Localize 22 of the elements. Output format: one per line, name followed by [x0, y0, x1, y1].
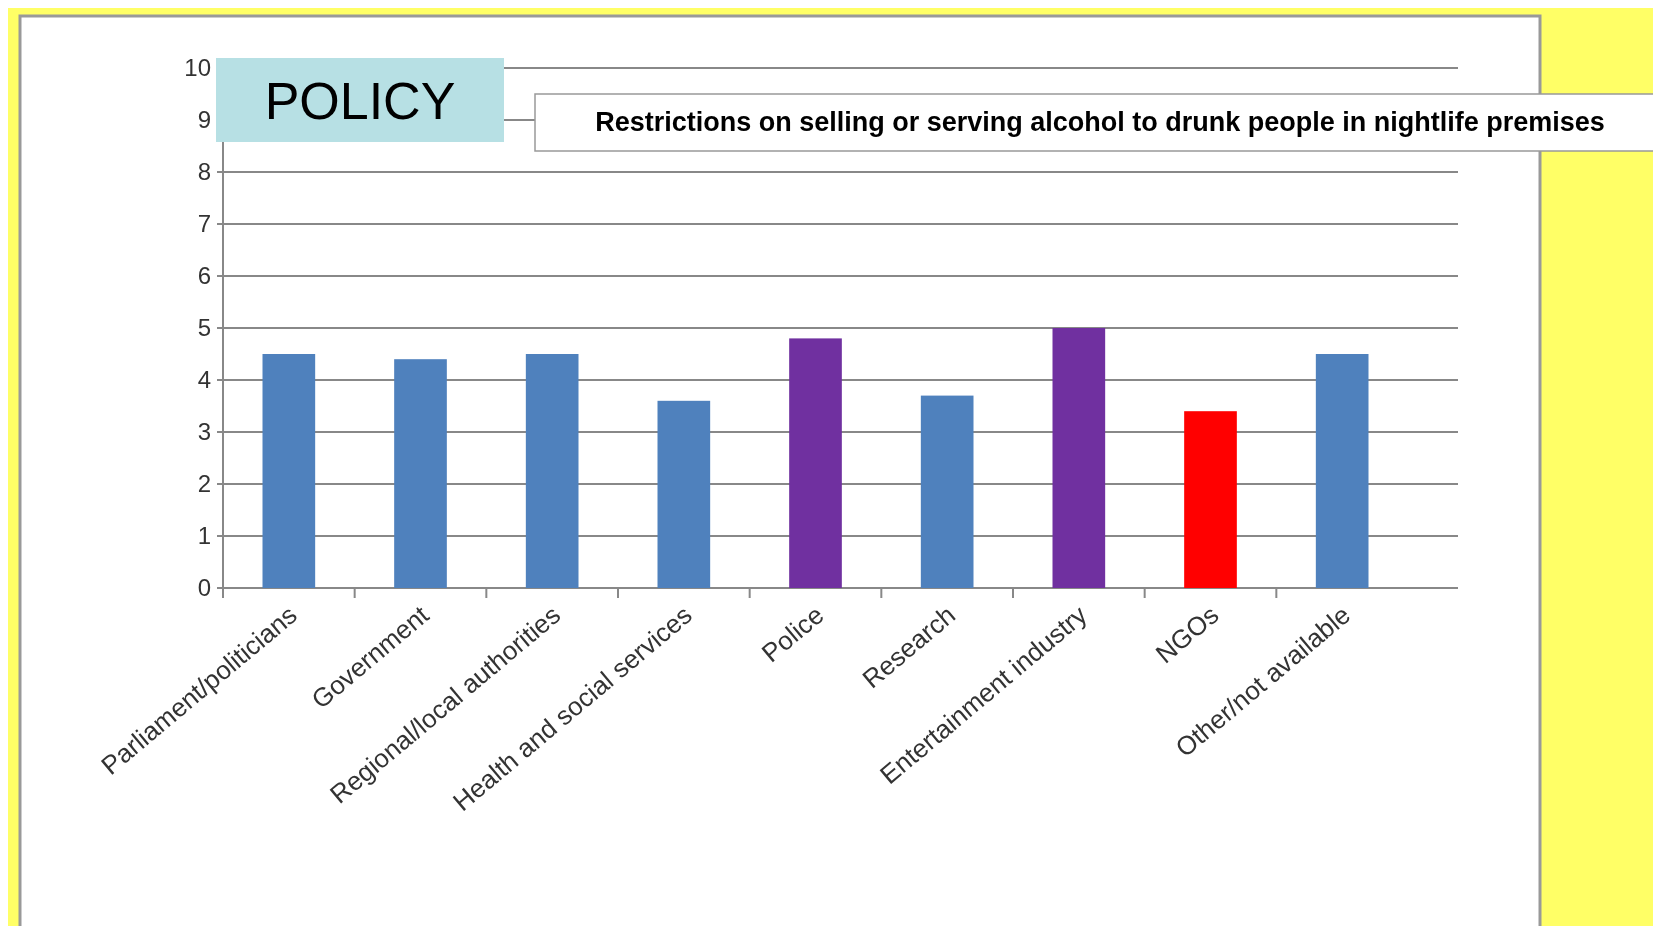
- y-tick-label: 8: [197, 158, 211, 186]
- bar: [394, 359, 447, 588]
- bar: [920, 395, 974, 588]
- bar: [789, 338, 842, 588]
- y-tick-label: 2: [197, 470, 211, 498]
- y-tick-label: 0: [197, 574, 211, 602]
- chart-title: POLICY: [264, 72, 456, 131]
- y-tick-label: 5: [197, 314, 211, 342]
- bar: [657, 400, 711, 588]
- bar: [525, 354, 579, 588]
- y-tick-label: 3: [197, 418, 211, 446]
- text: Restrictions on selling or serving alcohol to drunk people in nightlife premises: [595, 107, 1605, 138]
- bar: [262, 354, 316, 588]
- y-tick-label: 10: [184, 54, 211, 82]
- y-tick-label: 6: [197, 262, 211, 290]
- y-tick-label: 1: [197, 522, 211, 550]
- y-tick-label: 7: [197, 210, 211, 238]
- y-tick-label: 9: [197, 106, 211, 134]
- bar: [1052, 328, 1106, 588]
- bar: [1184, 411, 1237, 588]
- bar: [1315, 354, 1369, 588]
- y-tick-label: 4: [197, 366, 211, 394]
